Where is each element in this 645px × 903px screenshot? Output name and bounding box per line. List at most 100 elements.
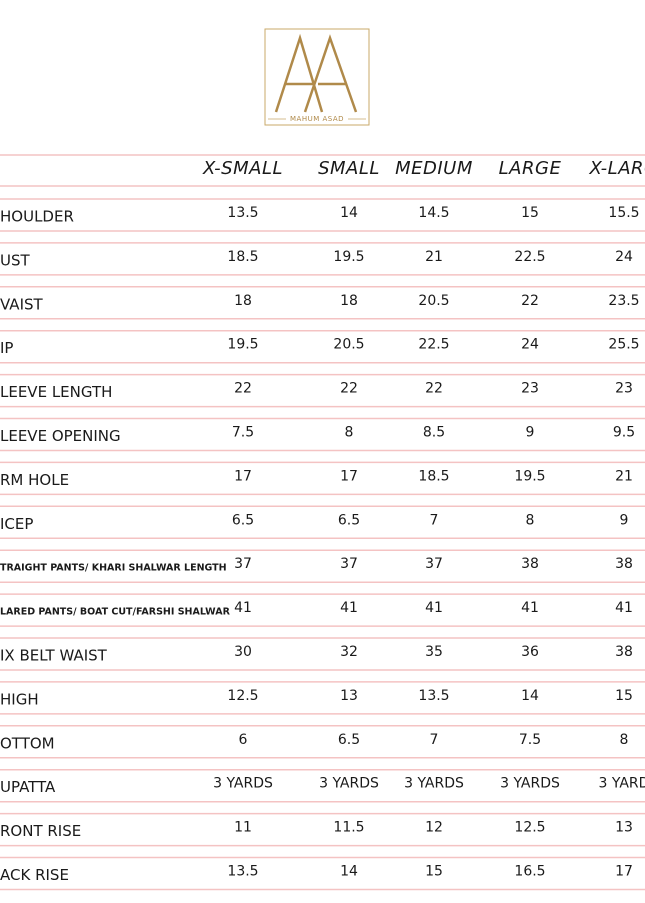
cell-value: 13.5 bbox=[227, 205, 258, 221]
cell-value: 12 bbox=[425, 820, 443, 836]
cell-value: 3 YARD bbox=[599, 776, 645, 792]
cell-value: 23 bbox=[615, 381, 633, 397]
cell-value: 38 bbox=[615, 556, 633, 572]
column-header: LARGE bbox=[499, 158, 562, 179]
cell-value: 11.5 bbox=[333, 820, 364, 836]
row-label: RM HOLE bbox=[0, 471, 69, 489]
column-header: MEDIUM bbox=[395, 158, 473, 179]
row-label: UST bbox=[0, 251, 31, 269]
cell-value: 3 YARDS bbox=[404, 776, 464, 792]
cell-value: 11 bbox=[234, 820, 252, 836]
row-label: IX BELT WAIST bbox=[0, 647, 108, 665]
cell-value: 23.5 bbox=[608, 293, 639, 309]
cell-value: 41 bbox=[615, 600, 633, 616]
cell-value: 15 bbox=[425, 864, 443, 880]
column-header: X-LARG bbox=[589, 158, 645, 179]
cell-value: 18 bbox=[340, 293, 358, 309]
size-table: X-SMALL SMALL MEDIUM LARGE X-LARG HOULDER 13.5… bbox=[0, 154, 645, 891]
logo: MAHUM ASAD bbox=[264, 28, 370, 126]
row-label: HIGH bbox=[0, 690, 39, 708]
cell-value: 22.5 bbox=[418, 337, 449, 353]
cell-value: 15.5 bbox=[608, 205, 639, 221]
cell-value: 9.5 bbox=[613, 425, 635, 441]
cell-value: 25.5 bbox=[608, 337, 639, 353]
row-label: LEEVE OPENING bbox=[0, 427, 121, 445]
cell-value: 18 bbox=[234, 293, 252, 309]
cell-value: 18.5 bbox=[418, 468, 449, 484]
brand-name: MAHUM ASAD bbox=[290, 115, 344, 123]
cell-value: 6.5 bbox=[338, 732, 360, 748]
cell-value: 13.5 bbox=[418, 688, 449, 704]
cell-value: 22.5 bbox=[514, 249, 545, 265]
cell-value: 14 bbox=[340, 205, 358, 221]
cell-value: 3 YARDS bbox=[319, 776, 379, 792]
cell-value: 8 bbox=[526, 512, 535, 528]
cell-value: 20.5 bbox=[333, 337, 364, 353]
cell-value: 7.5 bbox=[519, 732, 541, 748]
cell-value: 19.5 bbox=[227, 337, 258, 353]
cell-value: 17 bbox=[340, 468, 358, 484]
cell-value: 13.5 bbox=[227, 864, 258, 880]
cell-value: 14 bbox=[521, 688, 539, 704]
cell-value: 38 bbox=[615, 644, 633, 660]
logo-mark bbox=[274, 33, 358, 113]
cell-value: 6.5 bbox=[338, 512, 360, 528]
column-header: X-SMALL bbox=[202, 158, 283, 179]
cell-value: 22 bbox=[425, 381, 443, 397]
cell-value: 21 bbox=[615, 468, 633, 484]
cell-value: 12.5 bbox=[227, 688, 258, 704]
cell-value: 35 bbox=[425, 644, 443, 660]
cell-value: 19.5 bbox=[514, 468, 545, 484]
cell-value: 37 bbox=[234, 556, 252, 572]
row-label: ACK RISE bbox=[0, 866, 69, 884]
cell-value: 6 bbox=[239, 732, 248, 748]
cell-value: 24 bbox=[521, 337, 539, 353]
cell-value: 7.5 bbox=[232, 425, 254, 441]
row-label: LEEVE LENGTH bbox=[0, 383, 112, 401]
cell-value: 30 bbox=[234, 644, 252, 660]
cell-value: 13 bbox=[615, 820, 633, 836]
cell-value: 8.5 bbox=[423, 425, 445, 441]
cell-value: 38 bbox=[521, 556, 539, 572]
row-label: HOULDER bbox=[0, 208, 74, 226]
cell-value: 18.5 bbox=[227, 249, 258, 265]
cell-value: 41 bbox=[425, 600, 443, 616]
row-label: LARED PANTS/ BOAT CUT/FARSHI SHALWAR bbox=[0, 607, 231, 618]
cell-value: 7 bbox=[430, 732, 439, 748]
logo-frame bbox=[264, 28, 370, 126]
cell-value: 21 bbox=[425, 249, 443, 265]
column-header: SMALL bbox=[318, 158, 380, 179]
cell-value: 41 bbox=[340, 600, 358, 616]
cell-value: 37 bbox=[425, 556, 443, 572]
row-label: RONT RISE bbox=[0, 822, 81, 840]
cell-value: 22 bbox=[521, 293, 539, 309]
cell-value: 7 bbox=[430, 512, 439, 528]
cell-value: 13 bbox=[340, 688, 358, 704]
cell-value: 3 YARDS bbox=[500, 776, 560, 792]
cell-value: 23 bbox=[521, 381, 539, 397]
cell-value: 9 bbox=[526, 425, 535, 441]
cell-value: 8 bbox=[345, 425, 354, 441]
cell-value: 19.5 bbox=[333, 249, 364, 265]
row-label: UPATTA bbox=[0, 778, 56, 796]
cell-value: 22 bbox=[340, 381, 358, 397]
cell-value: 16.5 bbox=[514, 864, 545, 880]
cell-value: 15 bbox=[615, 688, 633, 704]
cell-value: 20.5 bbox=[418, 293, 449, 309]
cell-value: 37 bbox=[340, 556, 358, 572]
cell-value: 14.5 bbox=[418, 205, 449, 221]
cell-value: 12.5 bbox=[514, 820, 545, 836]
cell-value: 9 bbox=[620, 512, 629, 528]
cell-value: 24 bbox=[615, 249, 633, 265]
cell-value: 17 bbox=[615, 864, 633, 880]
cell-value: 14 bbox=[340, 864, 358, 880]
cell-value: 32 bbox=[340, 644, 358, 660]
cell-value: 6.5 bbox=[232, 512, 254, 528]
cell-value: 22 bbox=[234, 381, 252, 397]
row-label: IP bbox=[0, 339, 13, 357]
cell-value: 15 bbox=[521, 205, 539, 221]
row-label: VAIST bbox=[0, 295, 44, 313]
cell-value: 17 bbox=[234, 468, 252, 484]
